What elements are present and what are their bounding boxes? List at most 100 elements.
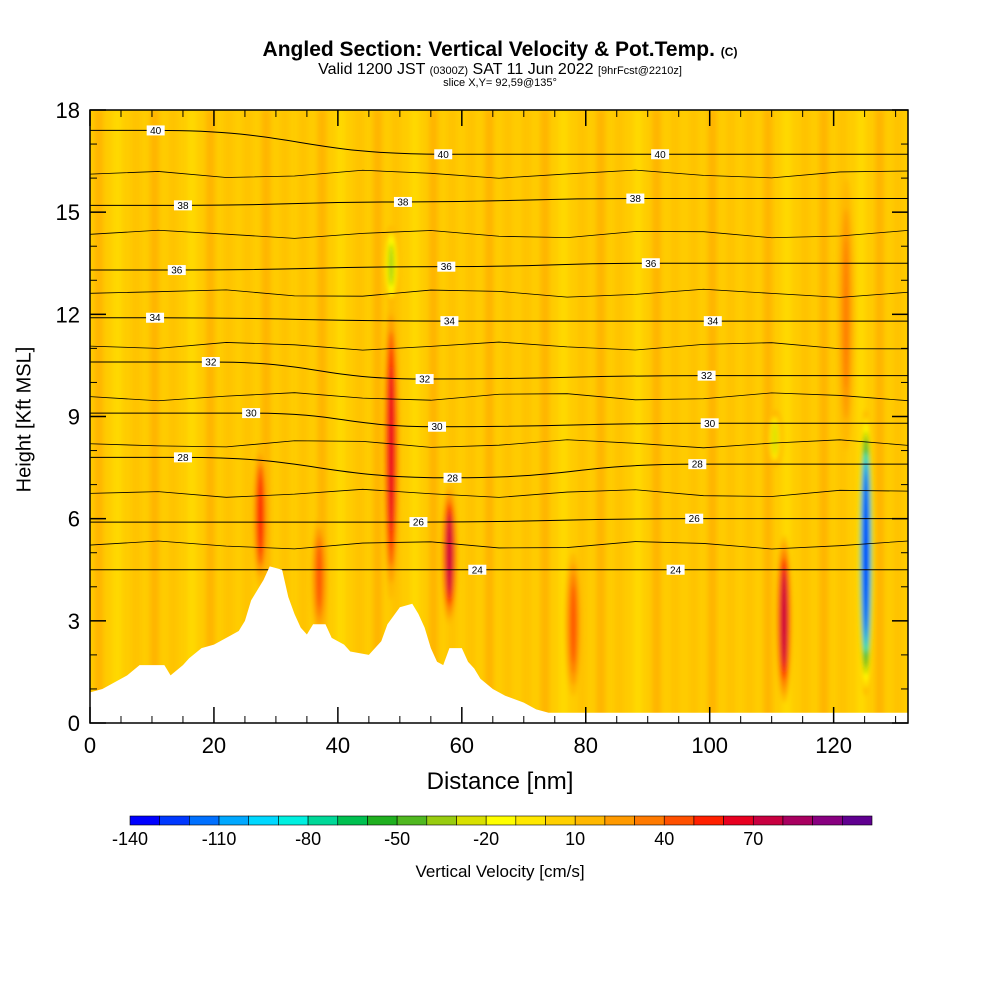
field-stripe <box>224 110 234 723</box>
colorbar-swatch <box>782 815 813 826</box>
downdraft-core <box>766 409 783 468</box>
field-stripe <box>782 110 792 723</box>
field-stripe <box>689 110 699 723</box>
colorbar-swatch <box>812 815 843 826</box>
isentrope-label-bg <box>685 513 704 524</box>
isentrope-labels: 40 40 40 38 38 38 36 36 36 34 34 34 32 32 32 30 30 30 28 28… <box>146 125 722 576</box>
colorbar-swatch <box>693 815 724 826</box>
downdraft-core <box>383 225 400 305</box>
field-stripe <box>707 110 717 723</box>
isentrope-label-bg <box>626 193 645 204</box>
field-stripe <box>856 110 866 723</box>
updraft-core <box>776 535 793 703</box>
field-stripe <box>726 110 736 723</box>
y-tick-label: 18 <box>56 98 80 123</box>
x-axis-label: Distance [nm] <box>426 768 574 795</box>
isentrope-line <box>90 540 908 550</box>
isentrope-label: 34 <box>707 317 719 328</box>
y-tick-label: 15 <box>56 200 80 225</box>
field-stripe <box>540 110 550 723</box>
isentrope-label: 30 <box>246 409 258 420</box>
isentrope-label: 28 <box>447 473 459 484</box>
isentrope-label-bg <box>428 421 447 432</box>
isentrope-label: 40 <box>438 150 450 161</box>
colorbar-swatch <box>634 815 665 826</box>
isentrope-label: 40 <box>150 126 162 137</box>
updraft-core-band <box>447 516 452 593</box>
colorbar-swatch <box>189 815 220 826</box>
field-stripe <box>131 110 141 723</box>
colorbar-swatch <box>752 815 784 826</box>
field-stripe <box>335 110 345 723</box>
x-tick-label: 20 <box>202 733 226 758</box>
isentrope-label: 28 <box>177 453 189 464</box>
isentrope-label: 24 <box>670 565 682 576</box>
updraft-core-band <box>781 573 787 666</box>
colorbar-tick-label: 40 <box>654 829 674 849</box>
field-stripe <box>596 110 606 723</box>
isentrope-label: 30 <box>704 419 716 430</box>
isentrope-label: 28 <box>692 460 704 471</box>
isentrope-label-bg <box>242 408 261 419</box>
field-stripe <box>205 110 215 723</box>
isentrope-label: 32 <box>701 371 713 382</box>
isentrope-label-bg <box>173 200 192 211</box>
isentrope-label-bg <box>443 472 462 483</box>
isentrope-line <box>90 229 908 239</box>
isentrope-label-bg <box>468 564 487 575</box>
isentrope-label-bg <box>167 265 186 276</box>
updraft-core-band <box>843 239 849 390</box>
colorbar-swatch <box>604 815 635 826</box>
isentrope-label-bg <box>409 517 428 528</box>
downdraft-core-band <box>772 422 778 455</box>
field-stripe <box>819 110 829 723</box>
colorbar-tick-label: 10 <box>565 829 585 849</box>
updraft-core-band <box>258 475 263 555</box>
field-stripe <box>484 110 494 723</box>
subtitle-date: SAT 11 Jun 2022 <box>472 61 594 78</box>
isentrope-line <box>90 488 908 498</box>
field-layer <box>90 110 908 723</box>
updraft-core <box>565 552 582 696</box>
isentrope-label-bg <box>173 452 192 463</box>
updraft-core <box>252 443 269 587</box>
isentrope-label: 38 <box>177 201 189 212</box>
colorbar-tick-label: -140 <box>112 829 148 849</box>
isentrope-label-bg <box>415 374 434 385</box>
isentrope-lines <box>90 129 908 571</box>
field-stripe <box>354 110 364 723</box>
colorbar-label: Vertical Velocity [cm/s] <box>415 862 585 881</box>
y-tick-label: 3 <box>68 609 80 634</box>
chart-subtitle: Valid 1200 JST (0300Z) SAT 11 Jun 2022 [… <box>0 61 1000 79</box>
field-stripe <box>280 110 290 723</box>
updraft-core <box>838 178 855 451</box>
colorbar-swatch <box>159 815 190 826</box>
isentrope-label: 32 <box>205 358 217 369</box>
field-texture <box>94 110 903 723</box>
y-tick-label: 9 <box>68 405 80 430</box>
updraft-core-band <box>316 544 322 609</box>
x-tick-label: 40 <box>326 733 350 758</box>
downdraft-core-band <box>863 474 869 632</box>
colorbar-tick-label: 70 <box>743 829 763 849</box>
y-tick-label: 12 <box>56 302 80 327</box>
colorbar-swatch <box>218 815 250 826</box>
isentrope-label: 34 <box>444 317 456 328</box>
y-tick-label: 0 <box>68 711 80 736</box>
field-stripe <box>428 110 438 723</box>
field-stripe <box>577 110 587 723</box>
isentrope-label: 36 <box>171 266 183 277</box>
field-stripe <box>614 110 624 723</box>
isentrope-label: 32 <box>419 375 431 386</box>
x-tick-label: 100 <box>691 733 728 758</box>
colorbar-swatch <box>337 815 368 826</box>
colorbar-swatch <box>278 815 309 826</box>
field-stripe <box>187 110 197 723</box>
colorbar-swatch <box>129 815 160 826</box>
isentrope-label: 40 <box>655 150 667 161</box>
colorbar-tick-label: -50 <box>384 829 410 849</box>
field-stripe <box>150 110 160 723</box>
field-stripe <box>373 110 383 723</box>
field-stripe <box>875 110 885 723</box>
field-stripe <box>800 110 810 723</box>
